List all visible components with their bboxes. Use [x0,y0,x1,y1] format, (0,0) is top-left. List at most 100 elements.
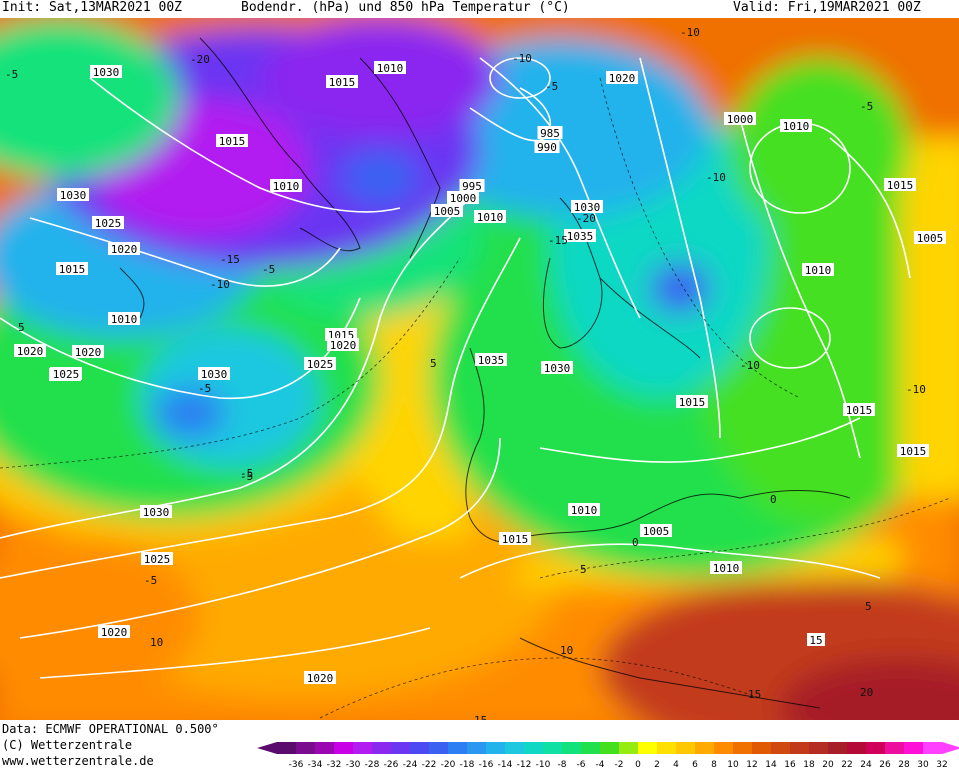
legend-swatch [619,742,638,754]
legend-swatch [923,742,942,754]
temperature-label: -10 [512,52,532,65]
valid-time: Valid: Fri,19MAR2021 00Z [733,0,921,15]
pressure-label: 1020 [108,242,140,256]
pressure-label: 1020 [14,344,46,358]
temperature-label: -5 [545,80,558,93]
temperature-label: 10 [150,636,163,649]
svg-text:1015: 1015 [679,396,706,409]
legend-swatch [847,742,866,754]
pressure-label: 1030 [198,367,230,381]
pressure-label: 15 [807,633,825,647]
pressure-label: 1015 [897,444,929,458]
temperature-label: 0 [770,493,777,506]
map-title: Bodendr. (hPa) und 850 hPa Temperatur (°… [241,0,570,15]
pressure-label: 995 [459,179,485,193]
legend-swatch [733,742,752,754]
legend-swatch [885,742,904,754]
svg-text:1015: 1015 [59,263,86,276]
legend-tick-label: 2 [654,760,660,769]
svg-text:1030: 1030 [201,368,228,381]
legend-swatch [524,742,543,754]
temperature-label: -5 [240,467,253,480]
legend-swatch [429,742,448,754]
isotherms [0,77,951,719]
temperature-label: -10 [906,383,926,396]
svg-text:1025: 1025 [53,368,80,381]
legend-swatch [486,742,505,754]
svg-text:1015: 1015 [887,179,914,192]
legend-swatch [676,742,695,754]
svg-text:1005: 1005 [643,525,670,538]
pressure-label: 1005 [431,204,463,218]
temperature-label: 5 [865,600,872,613]
legend-tick-label: -12 [517,760,532,769]
pressure-label: 1030 [571,200,603,214]
svg-text:1020: 1020 [609,72,636,85]
legend-swatch [410,742,429,754]
svg-text:1020: 1020 [17,345,44,358]
svg-text:1000: 1000 [450,192,477,205]
svg-text:1030: 1030 [93,66,120,79]
legend-tick-label: -26 [384,760,399,769]
coastlines [119,37,851,709]
website-link[interactable]: www.wetterzentrale.de [2,754,154,768]
temperature-label: -10 [706,171,726,184]
legend-swatch [714,742,733,754]
legend-tick-label: 28 [898,760,910,769]
legend-swatch [600,742,619,754]
legend-swatch [771,742,790,754]
svg-text:1010: 1010 [805,264,832,277]
svg-text:1010: 1010 [377,62,404,75]
legend-arrow-left [257,742,277,754]
pressure-label: 1010 [710,561,742,575]
legend-swatch [638,742,657,754]
legend-swatch [695,742,714,754]
legend-tick-label: 26 [879,760,891,769]
svg-text:985: 985 [540,127,560,140]
svg-text:1010: 1010 [783,120,810,133]
svg-text:1025: 1025 [144,553,171,566]
pressure-label: 1015 [884,178,916,192]
legend-swatch [790,742,809,754]
pressure-label: 1025 [141,552,173,566]
legend-tick-label: 14 [765,760,777,769]
legend-tick-label: -4 [596,760,605,769]
svg-text:1020: 1020 [330,339,357,352]
svg-text:1025: 1025 [307,358,334,371]
legend-tick-label: -24 [403,760,418,769]
legend-tick-label: -8 [558,760,567,769]
temperature-label: -5 [198,382,211,395]
pressure-label: 1035 [564,229,596,243]
pressure-label: 1015 [56,262,88,276]
legend-swatch [505,742,524,754]
svg-text:995: 995 [462,180,482,193]
data-source: Data: ECMWF OPERATIONAL 0.500° [2,722,219,736]
init-time: Init: Sat,13MAR2021 00Z [2,0,183,15]
legend-swatch [562,742,581,754]
legend-tick-label: 30 [917,760,929,769]
legend-tick-label: 10 [727,760,739,769]
map-header: Init: Sat,13MAR2021 00Z Bodendr. (hPa) u… [0,0,959,18]
legend-tick-label: 20 [822,760,834,769]
pressure-label: 1020 [327,338,359,352]
svg-text:1035: 1035 [478,354,505,367]
pressure-label: 1035 [475,353,507,367]
pressure-label: 1030 [140,505,172,519]
svg-text:1010: 1010 [111,313,138,326]
pressure-label: 1010 [780,119,812,133]
legend-tick-label: -10 [536,760,551,769]
svg-text:1025: 1025 [95,217,122,230]
copyright: (C) Wetterzentrale [2,738,133,752]
pressure-label: 1015 [843,403,875,417]
svg-text:15: 15 [809,634,822,647]
isobars [0,57,911,679]
temperature-label: -5 [262,263,275,276]
legend-tick-label: 24 [860,760,872,769]
temperature-label: -5 [5,68,18,81]
legend-tick-label: -34 [308,760,323,769]
legend-swatch [334,742,353,754]
pressure-label: 1025 [92,216,124,230]
legend-swatch [543,742,562,754]
svg-text:1005: 1005 [917,232,944,245]
svg-text:1015: 1015 [219,135,246,148]
